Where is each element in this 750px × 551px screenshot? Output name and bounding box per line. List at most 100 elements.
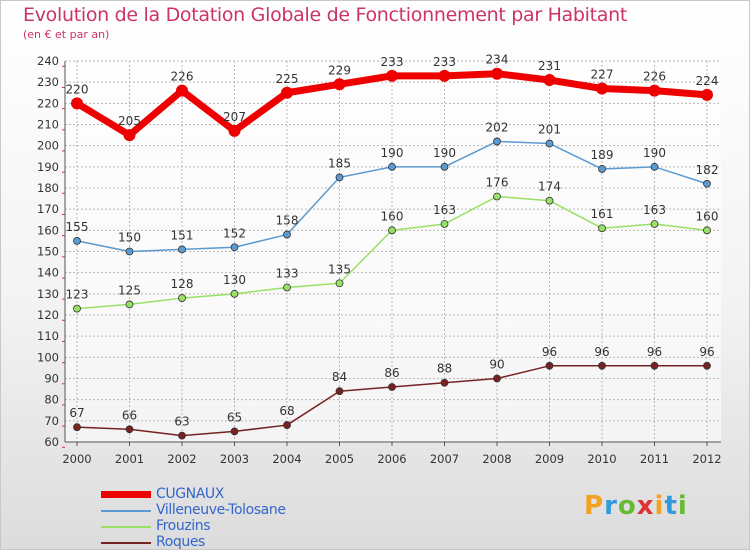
data-label: 182 — [696, 163, 719, 177]
data-label: 161 — [591, 207, 614, 221]
logo-letter: r — [604, 491, 618, 521]
data-point — [176, 84, 188, 97]
data-label: 160 — [381, 209, 404, 223]
legend-label: Roques — [156, 534, 205, 550]
y-tick-label: 150 — [37, 245, 59, 259]
data-label: 233 — [381, 55, 404, 69]
legend-swatch — [101, 542, 151, 544]
logo-letter: x — [636, 491, 655, 521]
data-point — [493, 374, 501, 383]
data-point — [335, 173, 344, 182]
chart-title: Evolution de la Dotation Globale de Fonc… — [23, 4, 628, 26]
data-label: 86 — [384, 366, 399, 380]
data-point — [388, 383, 396, 391]
data-label: 174 — [538, 180, 561, 194]
data-label: 88 — [437, 362, 452, 376]
y-tick-label: 120 — [37, 308, 59, 322]
proxiti-logo: Proxiti — [584, 491, 688, 521]
data-label: 158 — [276, 214, 299, 228]
data-point — [230, 289, 239, 298]
x-tick-label: 2005 — [325, 452, 354, 466]
y-tick-label: 80 — [44, 393, 59, 407]
legend-label: Frouzins — [156, 518, 211, 534]
data-label: 63 — [174, 415, 189, 429]
data-label: 96 — [594, 345, 609, 359]
y-tick-label: 60 — [44, 435, 59, 449]
data-point — [333, 78, 346, 91]
data-point — [440, 378, 449, 387]
data-label: 205 — [118, 114, 141, 128]
data-label: 202 — [486, 120, 509, 134]
logo-letter: P — [584, 491, 605, 521]
data-point — [493, 137, 501, 146]
x-tick-label: 2009 — [535, 452, 564, 466]
data-label: 155 — [66, 220, 89, 234]
data-point — [71, 97, 83, 110]
data-label: 189 — [591, 148, 614, 162]
data-point — [648, 84, 661, 97]
data-label: 190 — [643, 146, 666, 160]
data-label: 123 — [66, 288, 89, 302]
y-tick-label: 180 — [37, 181, 59, 195]
data-point — [388, 162, 396, 171]
data-label: 84 — [332, 370, 347, 384]
data-point — [335, 387, 344, 396]
data-point — [491, 67, 503, 80]
data-point — [335, 279, 344, 288]
data-point — [283, 230, 291, 239]
data-point — [73, 423, 81, 432]
x-tick-label: 2007 — [430, 452, 459, 466]
x-tick-label: 2002 — [167, 452, 196, 466]
data-label: 65 — [227, 410, 242, 424]
x-tick-label: 2003 — [220, 452, 249, 466]
y-tick-label: 100 — [37, 350, 59, 364]
data-point — [283, 283, 291, 292]
y-tick-label: 190 — [37, 160, 59, 174]
data-label: 163 — [643, 203, 666, 217]
legend-swatch — [101, 526, 151, 528]
y-tick-label: 200 — [37, 139, 59, 153]
data-point — [178, 245, 186, 254]
y-tick-label: 160 — [37, 223, 59, 237]
data-label: 190 — [381, 146, 404, 160]
data-label: 151 — [171, 228, 194, 242]
data-point — [73, 304, 81, 313]
data-label: 185 — [328, 156, 351, 170]
data-label: 160 — [696, 209, 719, 223]
y-tick-label: 140 — [37, 266, 59, 280]
data-label: 227 — [591, 68, 614, 82]
data-point — [701, 88, 713, 101]
data-point — [386, 69, 398, 82]
y-tick-label: 130 — [37, 287, 59, 301]
y-tick-label: 210 — [37, 118, 59, 132]
logo-letter: o — [617, 491, 637, 521]
data-label: 234 — [486, 53, 509, 67]
data-label: 225 — [276, 72, 299, 86]
data-label: 128 — [171, 277, 194, 291]
x-tick-label: 2006 — [377, 452, 406, 466]
y-tick-label: 220 — [37, 96, 59, 110]
data-point — [123, 129, 136, 142]
data-label: 220 — [66, 82, 89, 96]
data-point — [125, 425, 134, 434]
x-tick-label: 2000 — [62, 452, 91, 466]
data-label: 152 — [223, 226, 246, 240]
x-tick-label: 2004 — [272, 452, 301, 466]
data-label: 190 — [433, 146, 456, 160]
logo-letter: i — [677, 491, 688, 521]
data-label: 207 — [223, 110, 246, 124]
data-label: 66 — [122, 408, 137, 422]
legend-label: Villeneuve-Tolosane — [156, 502, 286, 518]
data-point — [493, 192, 501, 201]
data-point — [388, 226, 396, 235]
legend-swatch — [101, 491, 151, 498]
data-label: 150 — [118, 231, 141, 245]
data-point — [545, 139, 554, 148]
data-label: 231 — [538, 59, 561, 73]
data-label: 176 — [486, 175, 509, 189]
data-point — [283, 421, 291, 429]
data-label: 233 — [433, 55, 456, 69]
data-point — [230, 243, 239, 252]
logo-letter: i — [654, 491, 665, 521]
